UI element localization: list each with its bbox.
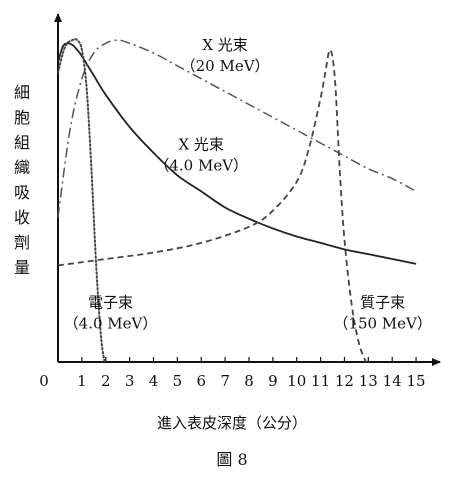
- series-line-1: [57, 42, 417, 265]
- series-line-2: [57, 39, 417, 218]
- curve-label-1: X 光束: [202, 36, 247, 54]
- x-axis-label: 進入表皮深度（公分）: [157, 414, 307, 432]
- y-axis-label-char: 織: [14, 158, 30, 177]
- figure-caption: 圖 8: [216, 450, 247, 469]
- x-tick-label: 2: [101, 372, 111, 390]
- x-tick-label: 10: [287, 372, 306, 390]
- x-tick-label: 4: [149, 372, 159, 390]
- x-tick-label: 13: [359, 372, 378, 390]
- curve-label-4: 質子束: [360, 293, 405, 311]
- curve-label-3: 電子束: [88, 293, 133, 311]
- curve-label-4: （150 MeV）: [333, 314, 431, 332]
- y-axis-label-char: 量: [14, 258, 30, 277]
- y-axis-label-char: 胞: [14, 108, 30, 127]
- x-ticks: 0 1 2 3 4 5 6 7 8 9 10 11 12 13 14 15: [39, 357, 426, 390]
- y-axis-label-char: 吸: [14, 183, 30, 202]
- x-tick-label: 14: [383, 372, 402, 390]
- y-axis-label-char: 收: [14, 208, 30, 227]
- x-tick-label: 6: [196, 372, 206, 390]
- y-axis-label-char: 細: [14, 83, 30, 102]
- series-line-3: [57, 38, 106, 363]
- curve-label-2: （4.0 MeV）: [154, 157, 248, 175]
- x-tick-label: 12: [335, 372, 354, 390]
- x-tick-label: 8: [244, 372, 254, 390]
- x-tick-label: 15: [407, 372, 426, 390]
- x-tick-label: 0: [39, 372, 49, 390]
- x-tick-label: 5: [173, 372, 183, 390]
- curve-label-3: （4.0 MeV）: [64, 314, 158, 332]
- y-axis-label-char: 組: [14, 133, 30, 152]
- x-tick-label: 1: [77, 372, 87, 390]
- curve-label-2: X 光束: [178, 136, 223, 154]
- series-lines: [57, 38, 417, 363]
- y-axis-label-char: 劑: [14, 233, 30, 252]
- x-tick-label: 7: [220, 372, 230, 390]
- curve-annotations: X 光束 （20 MeV） X 光束 （4.0 MeV） 電子束 （4.0 MeV） 質子束…: [64, 36, 432, 333]
- curve-label-1: （20 MeV）: [181, 57, 270, 75]
- series-line-4: [57, 48, 367, 363]
- x-tick-label: 9: [268, 372, 278, 390]
- x-tick-label: 3: [125, 372, 135, 390]
- x-tick-label: 11: [311, 372, 330, 390]
